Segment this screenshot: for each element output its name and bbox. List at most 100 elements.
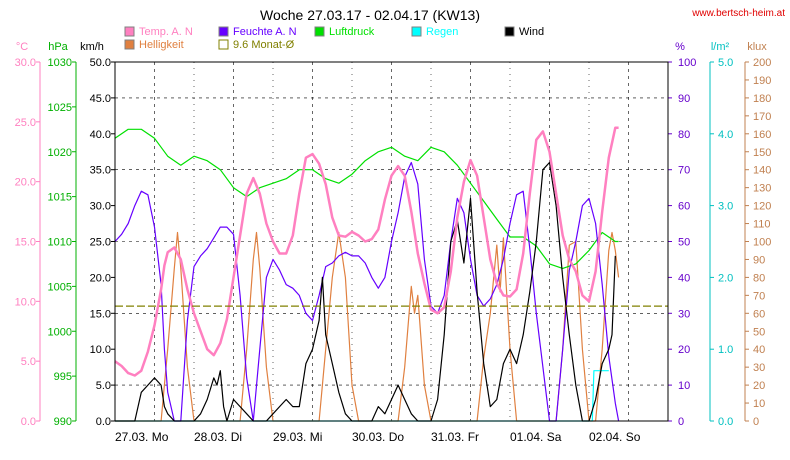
day-label: 02.04. So [589, 430, 641, 444]
tick-label: 5.0 [21, 356, 36, 368]
legend-label: Regen [426, 26, 458, 38]
unit-label: l/m² [711, 41, 730, 53]
chart-title: Woche 27.03.17 - 02.04.17 (KW13) [260, 7, 480, 23]
tick-label: 3.0 [718, 201, 733, 213]
tick-label: 50 [753, 326, 765, 338]
left-axes: 30.0 25.0 20.0 15.0 10.0 5.0 0.0 1030 1025 1020 10… [15, 57, 116, 428]
day-label: 31.03. Fr [431, 430, 479, 444]
data-series [114, 126, 620, 422]
gridlines [115, 62, 668, 421]
tick-label: 40 [753, 344, 765, 356]
x-axis-labels: 27.03. Mo 28.03. Di 29.03. Mi 30.03. Do 31.0… [115, 430, 641, 444]
tick-label: 80 [753, 272, 765, 284]
legend-swatch [504, 26, 515, 37]
tick-label: 1015 [48, 192, 72, 204]
tick-label: 15.0 [90, 308, 111, 320]
series-line-wind [115, 161, 616, 422]
tick-label: 50.0 [90, 57, 111, 69]
tick-label: 20.0 [90, 272, 111, 284]
tick-label: 10 [678, 380, 690, 392]
unit-label: °C [16, 41, 28, 53]
series-line-feuchte-a-n [114, 161, 620, 422]
tick-label: 200 [753, 57, 771, 69]
legend-label: Temp. A. N [139, 26, 193, 38]
tick-label: 20 [753, 380, 765, 392]
tick-label: 1010 [48, 237, 72, 249]
tick-label: 100 [678, 57, 696, 69]
tick-label: 50 [678, 237, 690, 249]
legend-swatch [218, 39, 229, 50]
tick-label: 30 [678, 308, 690, 320]
tick-label: 10 [753, 398, 765, 410]
tick-label: 1.0 [718, 344, 733, 356]
legend-swatch [218, 26, 229, 37]
tick-label: 90 [678, 93, 690, 105]
day-label: 29.03. Mi [273, 430, 322, 444]
legend-label: Luftdruck [329, 26, 375, 38]
tick-label: 170 [753, 111, 771, 123]
tick-label: 160 [753, 129, 771, 141]
unit-label: hPa [48, 41, 68, 53]
tick-label: 45.0 [90, 93, 111, 105]
tick-label: 1020 [48, 147, 72, 159]
tick-label: 0.0 [96, 416, 111, 428]
legend-swatch [124, 39, 135, 50]
legend-label: Helligkeit [139, 39, 184, 51]
tick-label: 140 [753, 165, 771, 177]
day-label: 30.03. Do [352, 430, 404, 444]
unit-label: % [675, 41, 685, 53]
tick-label: 1000 [48, 326, 72, 338]
tick-label: 120 [753, 201, 771, 213]
tick-label: 150 [753, 147, 771, 159]
tick-label: 130 [753, 183, 771, 195]
legend: Temp. A. N Feuchte A. N Luftdruck Regen Wind… [124, 26, 544, 51]
tick-label: 25.0 [15, 117, 36, 129]
plot-border [114, 61, 669, 422]
tick-label: 4.0 [718, 129, 733, 141]
tick-label: 80 [678, 129, 690, 141]
tick-label: 15.0 [15, 237, 36, 249]
right-axes: 10090807060504030201005.04.03.02.01.00.0… [667, 57, 771, 428]
tick-label: 0.0 [21, 416, 36, 428]
tick-label: 70 [753, 290, 765, 302]
legend-label: Feuchte A. N [233, 26, 297, 38]
tick-label: 100 [753, 237, 771, 249]
tick-label: 0 [753, 416, 759, 428]
tick-label: 5.0 [96, 380, 111, 392]
tick-label: 30 [753, 362, 765, 374]
tick-label: 20.0 [15, 177, 36, 189]
tick-label: 1030 [48, 57, 72, 69]
tick-label: 60 [753, 308, 765, 320]
series-line-temp-a-n [114, 126, 619, 377]
tick-label: 40 [678, 272, 690, 284]
tick-label: 25.0 [90, 237, 111, 249]
unit-label: klux [747, 41, 767, 53]
legend-label: 9.6 Monat-Ø [233, 39, 295, 51]
legend-swatch [314, 26, 325, 37]
tick-label: 40.0 [90, 129, 111, 141]
tick-label: 990 [54, 416, 72, 428]
day-label: 27.03. Mo [115, 430, 169, 444]
tick-label: 0.0 [718, 416, 733, 428]
day-label: 28.03. Di [194, 430, 242, 444]
tick-label: 2.0 [718, 272, 733, 284]
tick-label: 1025 [48, 102, 72, 114]
unit-label: km/h [80, 41, 104, 53]
legend-label: Wind [519, 26, 544, 38]
tick-label: 35.0 [90, 165, 111, 177]
tick-label: 0 [678, 416, 684, 428]
tick-label: 60 [678, 201, 690, 213]
legend-swatch [411, 26, 422, 37]
legend-swatch [124, 26, 135, 37]
tick-label: 190 [753, 75, 771, 87]
day-label: 01.04. Sa [510, 430, 562, 444]
tick-label: 30.0 [90, 201, 111, 213]
site-url[interactable]: www.bertsch-heim.at [691, 8, 785, 19]
tick-label: 995 [54, 371, 72, 383]
tick-label: 20 [678, 344, 690, 356]
unit-labels: °C hPa km/h% l/m² klux [16, 41, 767, 53]
tick-label: 10.0 [90, 344, 111, 356]
tick-label: 30.0 [15, 57, 36, 69]
tick-label: 180 [753, 93, 771, 105]
